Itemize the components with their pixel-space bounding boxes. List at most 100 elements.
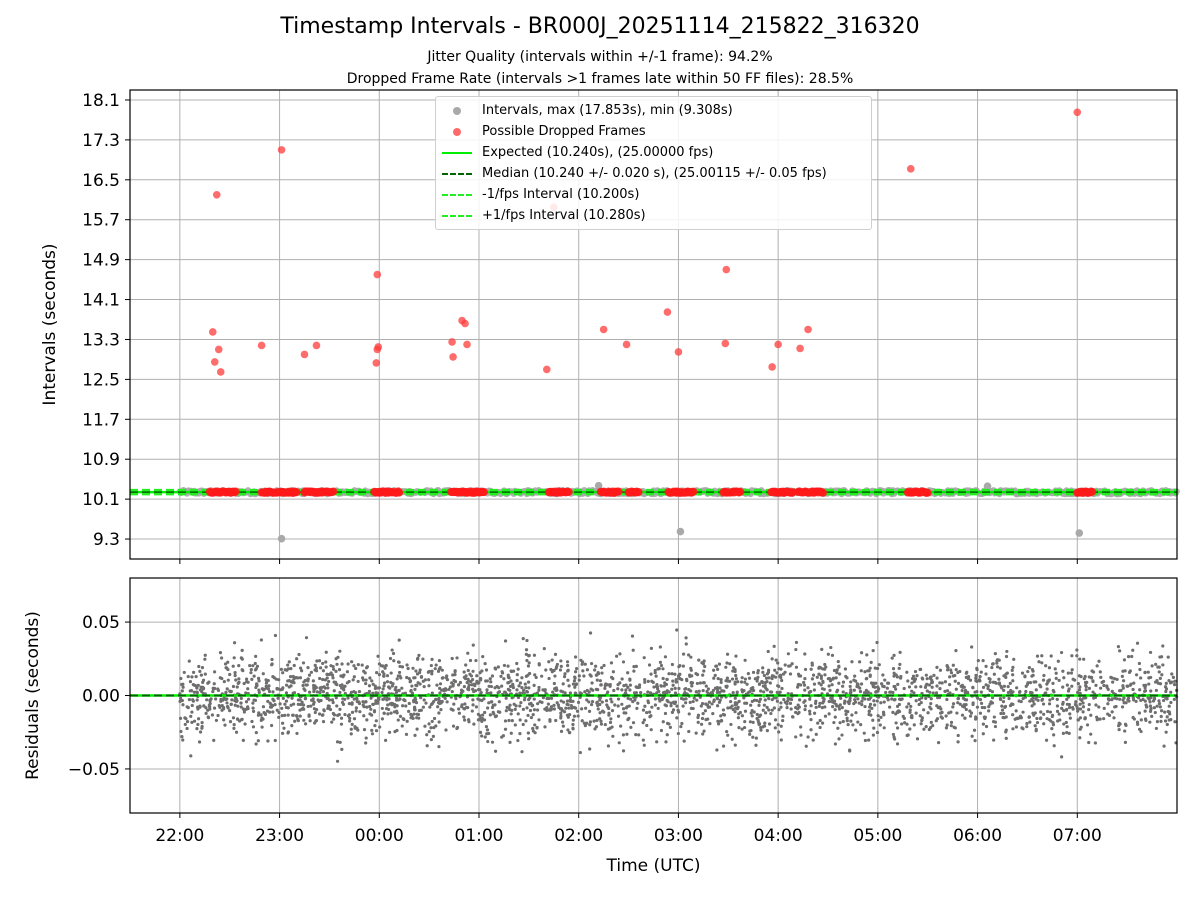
residual-point: [710, 691, 715, 695]
residual-point: [914, 699, 918, 703]
residual-point: [1078, 727, 1082, 731]
residual-point: [577, 678, 581, 682]
residual-point: [457, 711, 461, 715]
top-ytick-label: 16.5: [82, 171, 120, 191]
residual-point: [531, 713, 535, 717]
residual-point: [369, 707, 373, 711]
residual-point: [237, 680, 241, 684]
residual-point: [891, 667, 896, 671]
residual-point: [687, 653, 691, 657]
residual-point: [1030, 674, 1034, 678]
residual-point: [385, 674, 390, 678]
residual-point: [394, 685, 398, 689]
residual-point: [695, 681, 700, 686]
residual-point: [1070, 654, 1074, 658]
residual-point: [954, 668, 958, 672]
residual-point: [763, 698, 767, 702]
residual-point: [251, 664, 255, 668]
residual-point: [228, 720, 233, 724]
residual-point: [1078, 702, 1082, 706]
residual-point: [978, 679, 982, 683]
dropped-frame-point: [292, 488, 301, 497]
residual-point: [894, 712, 898, 716]
residual-point: [434, 697, 438, 701]
residual-point: [658, 660, 663, 664]
residual-point: [277, 678, 281, 682]
residual-point: [484, 668, 489, 672]
dropped-frame-point: [212, 190, 221, 199]
residual-point: [990, 665, 994, 670]
residual-point: [471, 703, 475, 707]
residual-point: [734, 706, 738, 710]
residual-point: [600, 666, 604, 670]
residual-point: [341, 675, 345, 679]
residual-point: [568, 691, 573, 695]
residual-point: [512, 702, 516, 706]
residual-point: [984, 664, 988, 668]
residual-point: [1173, 720, 1177, 724]
residual-point: [802, 700, 806, 704]
residual-point: [689, 668, 693, 672]
residual-point: [1113, 677, 1117, 681]
residual-point: [1028, 681, 1033, 685]
residual-point: [282, 726, 286, 730]
residual-point: [272, 676, 276, 680]
residual-point: [283, 702, 287, 706]
residual-point: [713, 673, 717, 677]
residual-point: [180, 734, 184, 739]
residual-point: [189, 714, 193, 718]
residual-point: [486, 739, 490, 744]
residual-point: [437, 659, 442, 663]
residual-point: [340, 747, 344, 751]
residual-point: [859, 651, 864, 655]
residual-point: [321, 661, 325, 666]
residual-point: [602, 663, 606, 668]
residual-point: [881, 673, 885, 677]
residual-point: [895, 726, 900, 730]
residual-point: [254, 730, 258, 735]
residual-point: [636, 701, 640, 705]
residual-point: [559, 659, 563, 663]
residual-point: [715, 688, 720, 692]
residual-point: [589, 661, 594, 666]
residual-point: [331, 676, 335, 680]
residual-point: [489, 680, 493, 684]
residual-point: [451, 724, 456, 728]
residual-point: [1027, 666, 1031, 670]
residual-point: [468, 658, 473, 663]
residual-point: [773, 668, 777, 672]
residual-point: [234, 697, 238, 701]
residual-point: [751, 670, 756, 675]
residual-point: [1059, 650, 1064, 655]
residual-point: [312, 689, 316, 694]
residual-point: [809, 667, 813, 671]
top-frame: [129, 89, 1178, 560]
residual-point: [230, 698, 234, 702]
residual-point: [953, 679, 957, 683]
residual-point: [478, 730, 483, 735]
residual-point: [672, 701, 677, 705]
residual-point: [281, 731, 285, 735]
residual-point: [547, 696, 551, 701]
residual-point: [655, 683, 659, 687]
residual-point: [566, 678, 570, 682]
residual-point: [521, 707, 525, 711]
residual-point: [565, 660, 570, 664]
residual-point: [527, 686, 531, 690]
residual-point: [264, 684, 268, 688]
residual-point: [799, 683, 803, 687]
residual-point: [1150, 714, 1154, 719]
residual-point: [981, 722, 985, 726]
residual-point: [1069, 671, 1074, 675]
residual-point: [450, 656, 454, 661]
residual-point: [206, 716, 211, 720]
residual-point: [694, 671, 698, 676]
residual-point: [1087, 702, 1091, 707]
residual-point: [1034, 688, 1038, 692]
residual-point: [579, 658, 583, 662]
residual-point: [888, 690, 892, 694]
residual-point: [879, 701, 883, 705]
residual-point: [649, 672, 653, 676]
residual-point: [997, 677, 1001, 681]
residual-point: [532, 653, 537, 657]
